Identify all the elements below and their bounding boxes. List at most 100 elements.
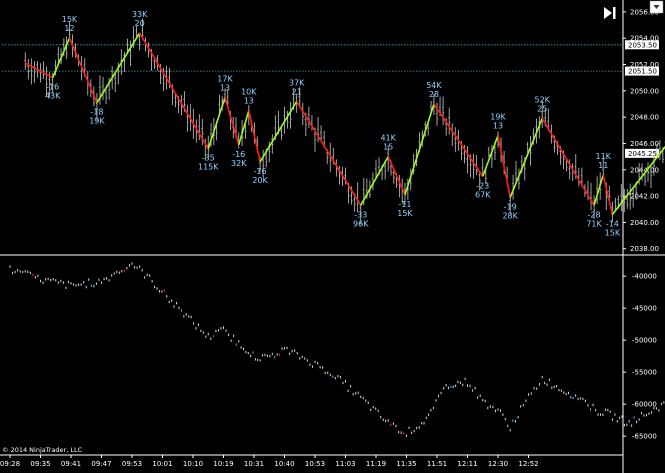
swing-high-ticks: 21 (292, 87, 302, 96)
swing-high-volume: 11K (596, 152, 612, 161)
swing-high-volume: 19K (490, 113, 506, 122)
swing-low-volume: 67K (475, 190, 491, 199)
price-tick-label: 2046.00 (630, 140, 659, 148)
swing-high-volume: 10K (241, 88, 257, 97)
zigzag-down-segment (541, 118, 595, 206)
swing-low-ticks: -11 (398, 200, 411, 209)
zigzag-down-segment (387, 156, 406, 196)
zigzag-up-segment (207, 97, 226, 149)
price-tick-label: 2044.00 (630, 166, 659, 174)
delta-tick-label: -60000 (632, 401, 657, 409)
swing-high-ticks: 13 (493, 122, 503, 131)
zigzag-up-segment (593, 174, 604, 206)
price-tick-label: 2048.00 (630, 114, 659, 122)
swing-low-ticks: -16 (46, 83, 59, 92)
play-icon[interactable] (604, 7, 612, 19)
time-tick-label: 10:31 (244, 460, 264, 468)
swing-low-ticks: -18 (90, 108, 103, 117)
zigzag-down-segment (138, 32, 209, 150)
swing-high-volume: 37K (289, 78, 305, 87)
swing-low-volume: 115K (198, 163, 219, 172)
swing-high-ticks: 13 (220, 83, 230, 92)
swing-high-ticks: 15 (383, 143, 393, 152)
time-tick-label: 09:47 (91, 460, 111, 468)
price-marker-box (625, 148, 659, 158)
swing-low-ticks: -33 (354, 210, 367, 219)
swing-high-volume: 17K (217, 74, 233, 83)
time-tick-label: 09:35 (30, 460, 50, 468)
swing-high-ticks: 28 (429, 90, 439, 99)
time-tick-label: 09:41 (61, 460, 81, 468)
delta-tick-label: -50000 (632, 337, 657, 345)
time-tick-label: 10:40 (274, 460, 294, 468)
swing-low-ticks: -28 (588, 210, 601, 219)
copyright-text: © 2014 NinjaTrader, LLC (2, 446, 83, 454)
price-marker-label: 2051.50 (628, 68, 657, 76)
chevron-down-icon[interactable] (653, 5, 660, 9)
zigzag-down-segment (296, 100, 362, 206)
swing-high-volume: 52K (535, 95, 551, 104)
zigzag-up-segment (360, 156, 389, 206)
price-tick-label: 2050.00 (630, 87, 659, 95)
price-tick-label: 2052.00 (630, 61, 659, 69)
price-tick-label: 2056.00 (630, 8, 659, 16)
price-marker-box (625, 66, 659, 76)
swing-low-volume: 71K (586, 219, 602, 228)
delta-tick-label: -45000 (632, 305, 657, 313)
swing-high-ticks: 12 (64, 24, 74, 33)
zigzag-down-segment (602, 174, 614, 215)
swing-high-volume: 54K (426, 81, 442, 90)
zigzag-up-segment (96, 32, 141, 104)
time-tick-label: 12:30 (488, 460, 508, 468)
chart-controls[interactable] (604, 0, 664, 19)
swing-high-volume: 41K (380, 134, 396, 143)
swing-low-volume: 28K (502, 211, 518, 220)
price-tick-label: 2040.00 (630, 219, 659, 227)
price-marker-box (625, 40, 659, 50)
swing-low-volume: 15K (605, 229, 621, 238)
price-tick-label: 2038.00 (630, 245, 659, 253)
zigzag-up-segment (259, 100, 298, 163)
zigzag-down-segment (24, 62, 54, 79)
swing-high-volume: 15K (62, 15, 78, 24)
swing-low-volume: 20K (252, 176, 268, 185)
time-tick-label: 10:01 (152, 460, 172, 468)
time-tick-label: 12:52 (518, 460, 538, 468)
swing-low-ticks: -35 (202, 154, 215, 163)
swing-high-ticks: 20 (135, 19, 145, 28)
go-to-end-icon[interactable] (613, 7, 616, 19)
swing-low-ticks: -16 (254, 167, 267, 176)
swing-low-volume: 19K (89, 117, 105, 126)
swing-low-volume: 43K (45, 92, 61, 101)
swing-low-ticks: -23 (476, 181, 489, 190)
swing-low-volume: 32K (231, 159, 247, 168)
price-marker-label: 2045.25 (628, 150, 657, 158)
zigzag-up-segment (509, 118, 543, 198)
time-tick-label: 10:53 (305, 460, 325, 468)
price-tick-label: 2054.00 (630, 35, 659, 43)
swing-low-ticks: -16 (232, 150, 245, 159)
time-tick-label: 11:51 (427, 460, 447, 468)
price-marker-label: 2053.50 (628, 41, 657, 49)
zigzag-down-segment (497, 135, 511, 198)
swing-high-volume: 33K (132, 10, 148, 19)
swing-low-ticks: -19 (504, 202, 517, 211)
time-axis: 09:28 09:35 09:41 09:47 09:53 10:01 10:10 10:19… (0, 454, 623, 468)
zigzag-up-segment (51, 37, 71, 78)
zigzag-down-segment (248, 110, 261, 163)
swing-high-ticks: 25 (537, 104, 547, 113)
delta-tick-label: -40000 (632, 273, 657, 281)
delta-tick-label: -55000 (632, 369, 657, 377)
zigzag-up-segment (611, 145, 665, 216)
price-tick-label: 2042.00 (630, 193, 659, 201)
time-tick-label: 11:19 (366, 460, 386, 468)
zigzag-up-segment (237, 110, 250, 146)
zigzag-down-segment (433, 103, 484, 177)
swing-low-volume: 96K (353, 219, 369, 228)
time-tick-label: 09:53 (122, 460, 142, 468)
swing-low-volume: 15K (397, 209, 413, 218)
zigzag-down-segment (224, 97, 240, 146)
swing-high-ticks: 13 (244, 97, 254, 106)
